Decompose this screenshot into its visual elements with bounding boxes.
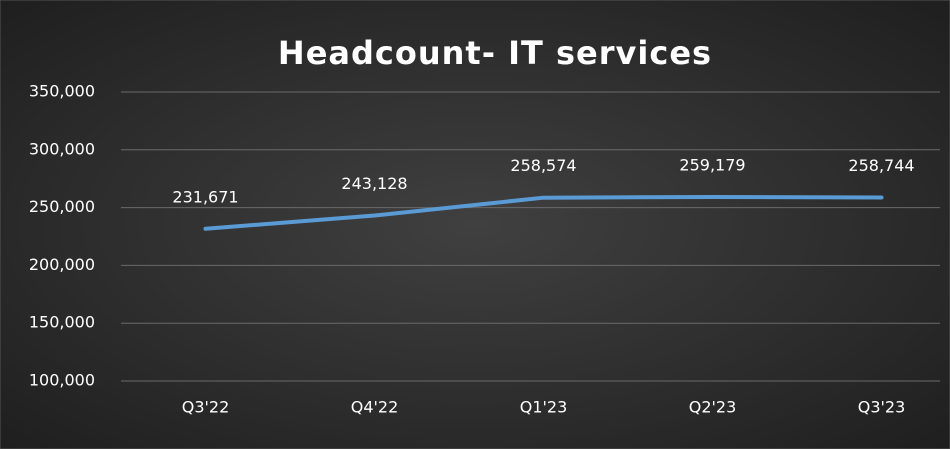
y-tick-label: 300,000	[29, 139, 95, 158]
y-tick-label: 250,000	[29, 197, 95, 216]
x-tick-label: Q2'23	[689, 398, 737, 417]
data-label: 243,128	[341, 174, 407, 193]
x-tick-label: Q1'23	[520, 398, 568, 417]
chart-title: Headcount- IT services	[278, 34, 712, 72]
x-tick-label: Q3'22	[182, 398, 230, 417]
y-tick-label: 350,000	[29, 82, 95, 101]
series-line	[203, 194, 884, 231]
data-label: 259,179	[679, 155, 745, 174]
data-label: 258,574	[510, 156, 576, 175]
x-tick-label: Q3'23	[858, 398, 906, 417]
y-tick-label: 100,000	[29, 371, 95, 390]
data-label: 231,671	[172, 187, 238, 206]
y-tick-label: 150,000	[29, 313, 95, 332]
x-tick-label: Q4'22	[351, 398, 399, 417]
data-label: 258,744	[848, 156, 914, 175]
y-tick-label: 200,000	[29, 255, 95, 274]
